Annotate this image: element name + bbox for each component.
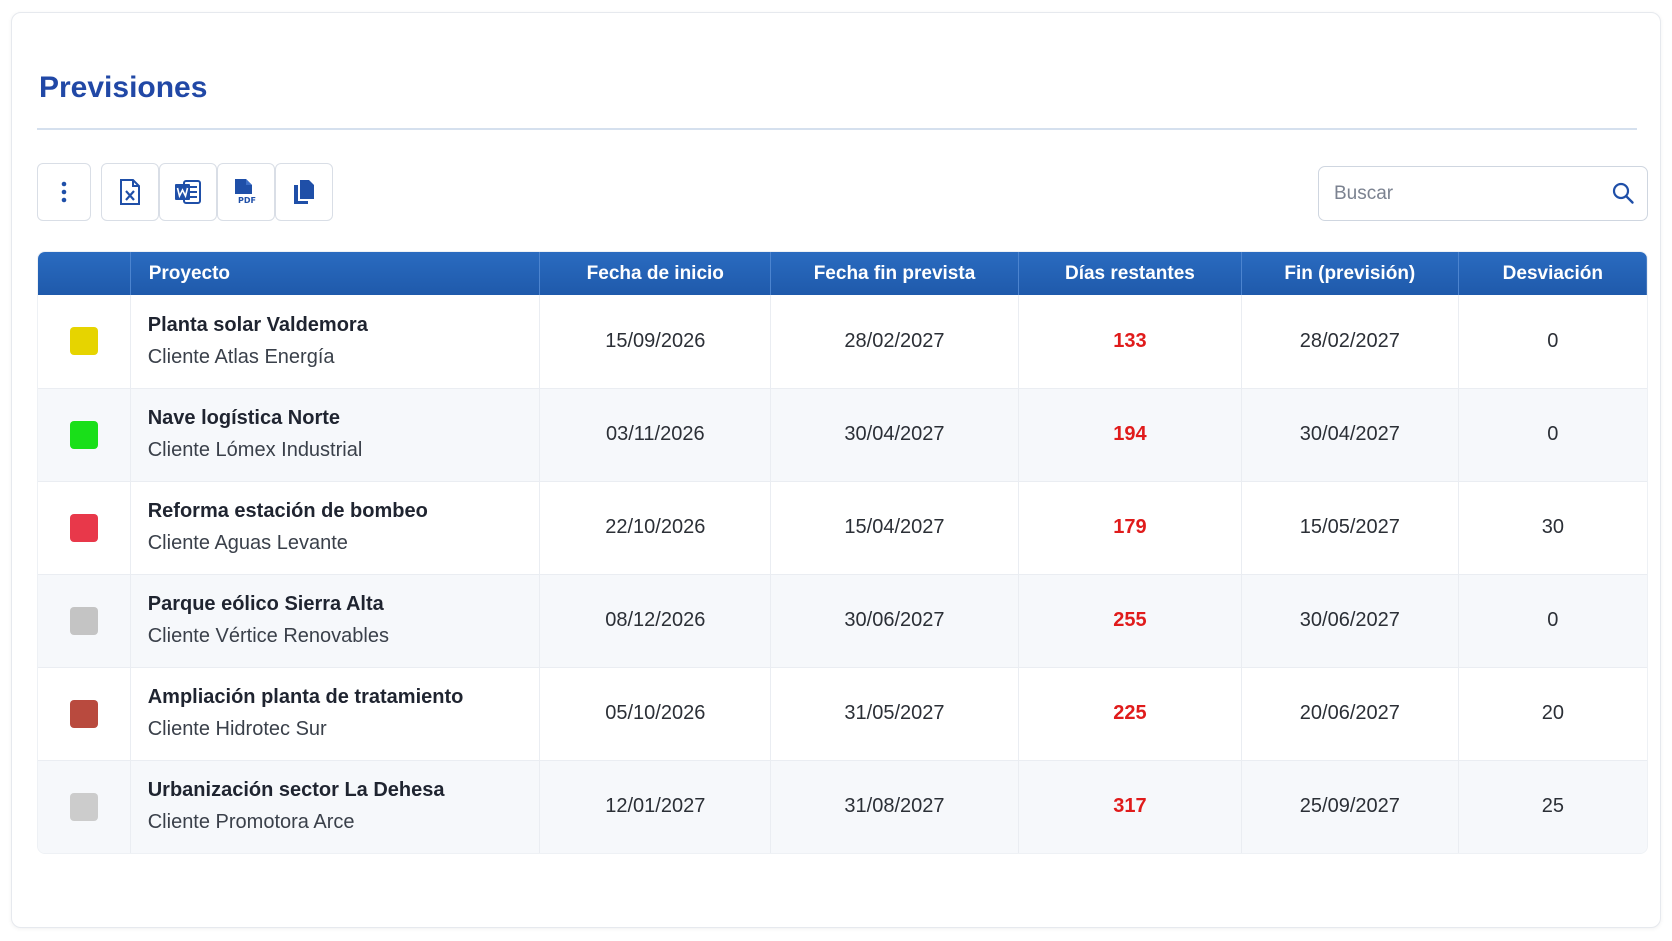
days-left-cell: 133: [1018, 295, 1242, 389]
project-client: Cliente Lómex Industrial: [147, 439, 363, 461]
table-row[interactable]: Parque eólico Sierra Alta Cliente Vértice…: [38, 574, 1647, 668]
project-name: Parque eólico Sierra Alta: [147, 593, 384, 615]
status-cell: [38, 574, 131, 668]
excel-file-icon: [119, 179, 141, 205]
search-icon[interactable]: [1611, 181, 1635, 210]
project-cell[interactable]: Reforma estación de bombeo Cliente Aguas …: [130, 481, 541, 575]
deviation-cell: 0: [1458, 295, 1647, 389]
days-left-cell: 255: [1018, 574, 1242, 668]
column-header-status[interactable]: [38, 252, 131, 295]
export-excel-button[interactable]: [101, 163, 159, 221]
project-client: Cliente Promotora Arce: [147, 811, 355, 834]
title-divider: [37, 128, 1637, 130]
forecast-end-cell: 28/02/2027: [1241, 295, 1459, 389]
days-left-cell: 194: [1018, 388, 1242, 482]
copy-button[interactable]: [275, 163, 333, 221]
column-header-start-date[interactable]: Fecha de inicio: [539, 252, 772, 295]
column-header-deviation[interactable]: Desviación: [1502, 262, 1603, 284]
table-row[interactable]: Nave logística Norte Cliente Lómex Indust…: [38, 388, 1647, 482]
column-header-planned-end[interactable]: Fecha fin prevista: [770, 252, 1019, 295]
status-swatch: [69, 792, 98, 821]
more-options-button[interactable]: [37, 163, 91, 221]
project-name: Urbanización sector La Dehesa: [147, 779, 445, 802]
status-swatch: [69, 327, 98, 356]
planned-end-cell: 30/06/2027: [770, 574, 1019, 668]
project-name: Planta solar Valdemora: [147, 313, 368, 336]
status-cell: [38, 295, 131, 389]
kebab-menu-icon: [61, 181, 67, 203]
column-header-forecast-end[interactable]: Fin (previsión): [1241, 252, 1459, 295]
start-date-cell: 22/10/2026: [539, 481, 772, 575]
project-client: Cliente Aguas Levante: [147, 532, 348, 554]
pdf-file-icon: PDF: [233, 178, 259, 206]
project-client: Cliente Vértice Renovables: [147, 625, 389, 647]
word-file-icon: [174, 179, 202, 205]
table-header-row: Proyecto Fecha de inicio Fecha fin previ…: [38, 252, 1647, 295]
export-pdf-button[interactable]: PDF: [217, 163, 275, 221]
planned-end-cell: 31/05/2027: [770, 667, 1019, 761]
table-row[interactable]: Reforma estación de bombeo Cliente Aguas …: [38, 481, 1647, 575]
project-cell[interactable]: Ampliación planta de tratamiento Cliente …: [130, 667, 541, 761]
status-swatch: [69, 606, 98, 635]
project-cell[interactable]: Urbanización sector La Dehesa Cliente Pro…: [130, 760, 541, 853]
planned-end-cell: 30/04/2027: [770, 388, 1019, 482]
status-cell: [38, 481, 131, 575]
column-header-project[interactable]: Proyecto: [130, 252, 541, 295]
project-cell[interactable]: Nave logística Norte Cliente Lómex Indust…: [130, 388, 541, 482]
export-word-button[interactable]: [159, 163, 217, 221]
project-name: Nave logística Norte: [147, 407, 341, 429]
start-date-cell: 08/12/2026: [539, 574, 772, 668]
deviation-cell: 0: [1458, 574, 1647, 668]
planned-end-cell: 28/02/2027: [770, 295, 1019, 389]
table-row[interactable]: Urbanización sector La Dehesa Cliente Pro…: [38, 760, 1647, 853]
forecast-end-cell: 30/06/2027: [1241, 574, 1459, 668]
toolbar: PDF: [37, 163, 333, 221]
deviation-cell: 20: [1458, 667, 1647, 761]
project-client: Cliente Hidrotec Sur: [147, 718, 327, 740]
status-cell: [38, 667, 131, 761]
forecasts-table: Proyecto Fecha de inicio Fecha fin previ…: [37, 251, 1648, 854]
status-cell: [38, 388, 131, 482]
days-left-cell: 179: [1018, 481, 1242, 575]
status-swatch: [69, 699, 98, 728]
days-left-cell: 317: [1018, 760, 1242, 853]
table-row[interactable]: Planta solar Valdemora Cliente Atlas Ener…: [38, 295, 1647, 389]
start-date-cell: 03/11/2026: [539, 388, 772, 482]
forecast-end-cell: 20/06/2027: [1241, 667, 1459, 761]
start-date-cell: 15/09/2026: [539, 295, 772, 389]
forecast-end-cell: 15/05/2027: [1241, 481, 1459, 575]
planned-end-cell: 15/04/2027: [770, 481, 1019, 575]
svg-text:PDF: PDF: [238, 196, 256, 205]
column-header-days-left[interactable]: Días restantes: [1018, 252, 1242, 295]
status-swatch: [69, 420, 98, 449]
status-swatch: [69, 513, 98, 542]
search-input[interactable]: [1319, 182, 1589, 205]
search-box: [1318, 166, 1648, 221]
planned-end-cell: 31/08/2027: [770, 760, 1019, 853]
table-row[interactable]: Ampliación planta de tratamiento Cliente …: [38, 667, 1647, 761]
forecast-end-cell: 25/09/2027: [1241, 760, 1459, 853]
start-date-cell: 05/10/2026: [539, 667, 772, 761]
start-date-cell: 12/01/2027: [539, 760, 772, 853]
status-cell: [38, 760, 131, 853]
project-name: Ampliación planta de tratamiento: [147, 686, 464, 708]
days-left-cell: 225: [1018, 667, 1242, 761]
project-cell[interactable]: Planta solar Valdemora Cliente Atlas Ener…: [130, 295, 541, 389]
deviation-cell: 0: [1458, 388, 1647, 482]
copy-icon: [292, 179, 316, 205]
deviation-cell: 25: [1541, 795, 1564, 818]
page-title: Previsiones: [39, 71, 208, 104]
forecast-end-cell: 30/04/2027: [1241, 388, 1459, 482]
project-client: Cliente Atlas Energía: [147, 345, 335, 368]
forecasts-panel: Previsiones: [11, 12, 1661, 928]
project-cell[interactable]: Parque eólico Sierra Alta Cliente Vértice…: [130, 574, 541, 668]
deviation-cell: 30: [1458, 481, 1647, 575]
project-name: Reforma estación de bombeo: [147, 500, 428, 522]
